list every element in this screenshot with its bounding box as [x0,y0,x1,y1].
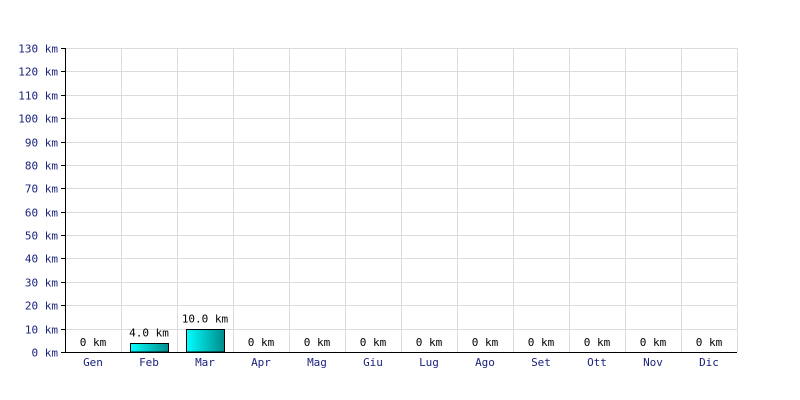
bar-feb [130,343,169,353]
grid [65,48,738,352]
x-tick-label-ott: Ott [587,356,607,369]
data-label-lug: 0 km [416,336,443,349]
data-label-nov: 0 km [640,336,667,349]
x-tick-label-mag: Mag [307,356,327,369]
y-tick-label: 10 km [25,324,58,337]
y-tick-label: 90 km [25,137,58,150]
y-tick-label: 0 km [32,347,59,360]
data-label-dic: 0 km [696,336,723,349]
y-tick-label: 40 km [25,253,58,266]
data-label-feb: 4.0 km [129,327,169,340]
axes [61,48,737,353]
y-tick-label: 70 km [25,183,58,196]
x-tick-label-feb: Feb [139,356,159,369]
x-tick-label-lug: Lug [419,356,439,369]
y-tick-label: 60 km [25,207,58,220]
x-tick-label-dic: Dic [699,356,719,369]
y-tick-label: 130 km [18,43,58,56]
data-label-apr: 0 km [248,336,275,349]
bar-mar [186,329,225,353]
data-label-giu: 0 km [360,336,387,349]
data-label-set: 0 km [528,336,555,349]
y-tick-label: 110 km [18,90,58,103]
x-tick-label-ago: Ago [475,356,495,369]
y-tick-label: 100 km [18,113,58,126]
y-tick-label: 120 km [18,66,58,79]
data-label-mar: 10.0 km [182,313,229,326]
x-tick-label-apr: Apr [251,356,271,369]
x-tick-label-giu: Giu [363,356,383,369]
labels: 0 km 10 km 20 km 30 km 40 km 50 km 60 km 70 km 8… [18,43,722,370]
data-label-ago: 0 km [472,336,499,349]
x-tick-label-gen: Gen [83,356,103,369]
y-tick-label: 50 km [25,230,58,243]
data-label-gen: 0 km [80,336,107,349]
x-tick-label-mar: Mar [195,356,215,369]
y-tick-label: 80 km [25,160,58,173]
y-tick-label: 20 km [25,300,58,313]
y-tick-label: 30 km [25,277,58,290]
x-tick-label-set: Set [531,356,551,369]
data-label-mag: 0 km [304,336,331,349]
data-label-ott: 0 km [584,336,611,349]
x-tick-label-nov: Nov [643,356,663,369]
